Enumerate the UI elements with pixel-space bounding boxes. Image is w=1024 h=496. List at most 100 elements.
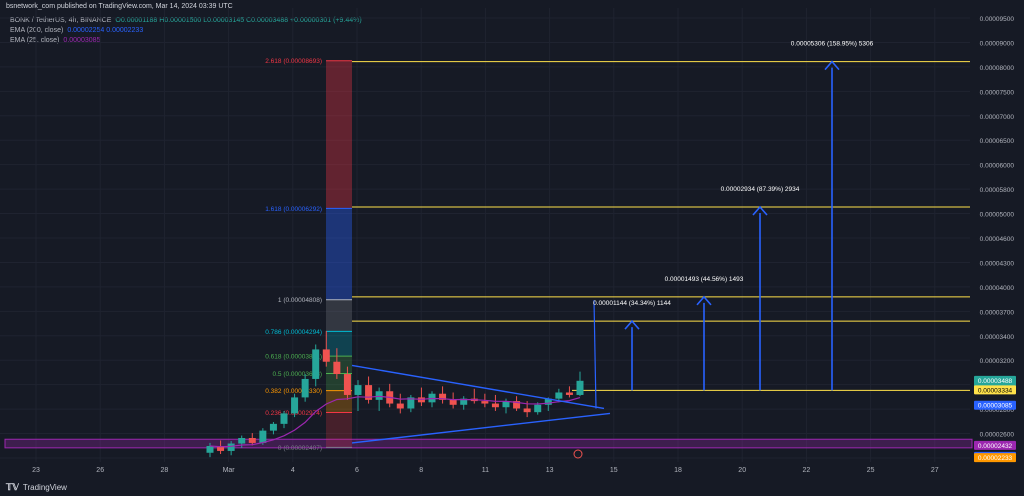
projection-arrowhead [696, 295, 712, 306]
candle-body [407, 397, 415, 409]
candle-body [513, 401, 521, 409]
y-tick-label: 0.00004000 [980, 285, 1015, 292]
published-info: bsnetwork_com published on TradingView.c… [6, 3, 233, 10]
y-tick-label: 0.00002800 [980, 407, 1015, 414]
fib-level-label: 1 (0.00004808) [278, 297, 322, 304]
chart-legend: BONK / TetherUS, 4h, BINANCE O0.00001188… [10, 16, 362, 46]
candle-body [227, 443, 235, 451]
y-tick-label: 0.00003400 [980, 334, 1015, 341]
price-badge-label: 0.00003488 [978, 378, 1013, 385]
x-tick-label: 6 [355, 467, 359, 474]
candle-body [534, 404, 542, 413]
x-tick-label: 26 [96, 467, 104, 474]
candle-body [333, 361, 341, 375]
fib-level-label: 0.382 (0.00003330) [265, 388, 322, 395]
ema25-label[interactable]: EMA (25, close) [10, 37, 60, 44]
fib-zone-blue [326, 208, 352, 300]
candle-body [439, 393, 447, 400]
tradingview-logo-icon: 𝕋𝕍 [6, 482, 19, 492]
fib-level-label: 0 (0.00002407) [278, 445, 322, 452]
ema25-line [209, 395, 581, 448]
projection-arrowhead [824, 60, 840, 71]
y-tick-label: 0.00006000 [980, 163, 1015, 170]
y-tick-label: 0.00003700 [980, 309, 1015, 316]
y-tick-label: 0.00007000 [980, 114, 1015, 121]
candle-body [460, 398, 468, 405]
x-tick-label: 20 [738, 467, 746, 474]
ohlc-values: O0.00001188 H0.00001500 L0.00003145 C0.0… [115, 17, 362, 24]
support-zone [4, 438, 973, 449]
candle-body [396, 403, 404, 409]
footer-brand[interactable]: TradingView [22, 483, 67, 492]
candle-body [206, 446, 214, 453]
projection-label: 0.00001144 (34.34%) 1144 [593, 300, 671, 307]
y-tick-label: 0.00005800 [980, 187, 1015, 194]
x-tick-label: 4 [291, 467, 295, 474]
event-marker-icon [573, 449, 583, 459]
candle-body [502, 401, 510, 408]
projection-label: 0.00001493 (44.56%) 1493 [665, 276, 744, 283]
x-tick-label: 18 [674, 467, 682, 474]
price-badge-label: 0.00003085 [978, 403, 1013, 410]
candle-body [343, 374, 351, 395]
projection-label: 0.00005306 (158.95%) 5306 [791, 41, 874, 48]
candle-body [217, 446, 225, 451]
x-tick-label: 28 [161, 467, 169, 474]
candle-body [544, 398, 552, 405]
ema200-label[interactable]: EMA (200, close) [10, 27, 64, 34]
candle-body [576, 380, 584, 395]
candle-body [375, 391, 383, 400]
y-tick-label: 0.00006500 [980, 138, 1015, 145]
candle-body [449, 399, 457, 405]
y-tick-label: 0.00007500 [980, 89, 1015, 96]
candle-body [322, 349, 330, 362]
y-tick-label: 0.00002600 [980, 432, 1015, 439]
triangle-lower-line [351, 412, 611, 444]
fib-level-label: 2.618 (0.00008693) [265, 58, 322, 65]
y-tick-label: 0.00005000 [980, 212, 1015, 219]
x-tick-label: Mar [223, 467, 236, 474]
x-tick-label: 15 [610, 467, 618, 474]
candle-body [248, 438, 256, 443]
projection-arrowhead [624, 319, 640, 330]
x-tick-label: 23 [32, 467, 40, 474]
triangle-upper-line [351, 364, 605, 410]
fib-zone-cyan [326, 331, 352, 357]
fib-zone-grey [326, 299, 352, 332]
x-tick-label: 13 [546, 467, 554, 474]
candle-body [280, 413, 288, 424]
x-tick-label: 11 [482, 467, 489, 474]
fib-level-label: 0.5 (0.00003608) [272, 371, 322, 378]
ema200-values: 0.00002254 0.00002233 [67, 27, 144, 34]
projection-label: 0.00002934 (87.39%) 2934 [721, 186, 800, 193]
candle-body [365, 385, 373, 400]
price-badge-label: 0.00003334 [978, 387, 1013, 394]
x-tick-label: 8 [419, 467, 423, 474]
breakout-line [593, 300, 597, 409]
price-badge [974, 385, 1016, 395]
candle-body [238, 438, 246, 444]
fib-level-label: 0.618 (0.00003891) [265, 354, 322, 361]
price-badge [974, 400, 1016, 410]
candle-body [354, 385, 362, 395]
price-badge [974, 440, 1016, 450]
fib-zone-red [326, 60, 352, 209]
y-tick-label: 0.00009000 [980, 40, 1015, 47]
candle-body [291, 397, 299, 414]
candle-body [269, 423, 277, 431]
x-tick-label: 27 [931, 467, 939, 474]
candle-body [565, 392, 573, 395]
price-badge [974, 453, 1016, 463]
candle-body [491, 403, 499, 408]
footer: 𝕋𝕍 TradingView [6, 482, 67, 493]
candle-body [555, 392, 563, 399]
symbol-title[interactable]: BONK / TetherUS, 4h, BINANCE [10, 17, 112, 24]
candle-body [523, 408, 531, 413]
x-tick-label: 22 [803, 467, 811, 474]
price-badge-label: 0.00002233 [978, 455, 1013, 462]
fib-zone-red-low [326, 412, 352, 448]
projection-arrowhead [752, 205, 768, 216]
candle-body [481, 401, 489, 404]
y-tick-label: 0.00009500 [980, 16, 1015, 23]
